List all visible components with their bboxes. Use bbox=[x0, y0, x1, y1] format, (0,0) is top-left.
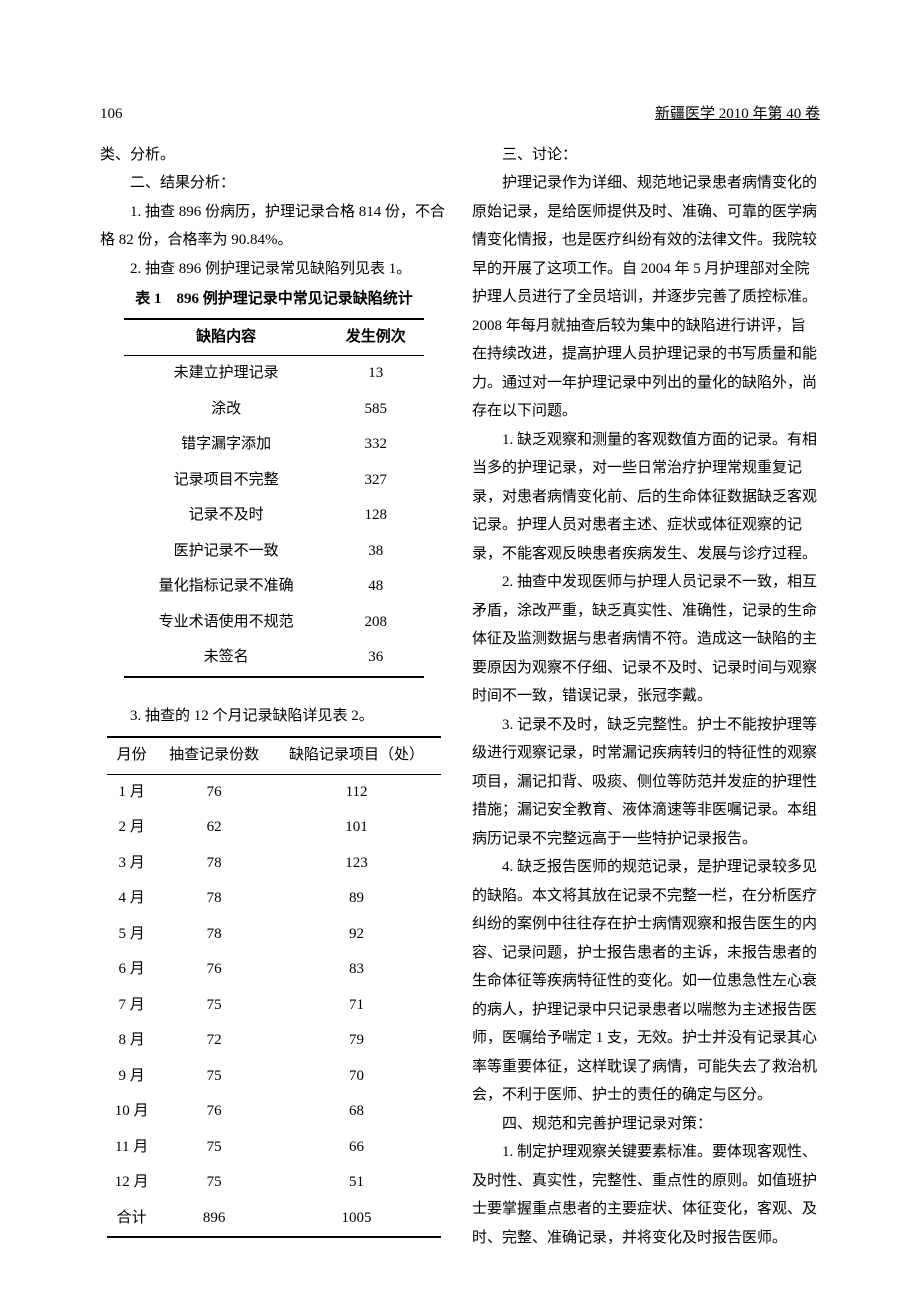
table-cell: 89 bbox=[272, 881, 441, 917]
table-cell: 未签名 bbox=[124, 640, 328, 677]
column-header: 月份 bbox=[107, 737, 156, 774]
table-cell: 76 bbox=[156, 1094, 272, 1130]
body-text: 三、讨论： bbox=[472, 141, 820, 170]
table-cell: 78 bbox=[156, 917, 272, 953]
table-cell: 128 bbox=[328, 498, 424, 534]
table-cell: 78 bbox=[156, 881, 272, 917]
column-header: 缺陷记录项目（处） bbox=[272, 737, 441, 774]
right-column: 三、讨论： 护理记录作为详细、规范地记录患者病情变化的原始记录，是给医师提供及时… bbox=[472, 141, 820, 1253]
table-cell: 量化指标记录不准确 bbox=[124, 569, 328, 605]
table-cell: 合计 bbox=[107, 1201, 156, 1238]
table-cell: 6 月 bbox=[107, 952, 156, 988]
table-cell: 75 bbox=[156, 988, 272, 1024]
table-cell: 92 bbox=[272, 917, 441, 953]
table-cell: 1005 bbox=[272, 1201, 441, 1238]
body-text: 类、分析。 bbox=[100, 141, 448, 170]
table-cell: 4 月 bbox=[107, 881, 156, 917]
body-text: 1. 缺乏观察和测量的客观数值方面的记录。有相当多的护理记录，对一些日常治疗护理… bbox=[472, 426, 820, 569]
table-cell: 76 bbox=[156, 952, 272, 988]
table-cell: 10 月 bbox=[107, 1094, 156, 1130]
table-cell: 5 月 bbox=[107, 917, 156, 953]
body-text: 1. 制定护理观察关键要素标准。要体现客观性、及时性、真实性，完整性、重点性的原… bbox=[472, 1138, 820, 1252]
table-cell: 896 bbox=[156, 1201, 272, 1238]
table-cell: 涂改 bbox=[124, 392, 328, 428]
body-text: 2. 抽查 896 例护理记录常见缺陷列见表 1。 bbox=[100, 255, 448, 284]
table-cell: 记录项目不完整 bbox=[124, 463, 328, 499]
body-text: 1. 抽查 896 份病历，护理记录合格 814 份，不合格 82 份，合格率为… bbox=[100, 198, 448, 255]
table-cell: 8 月 bbox=[107, 1023, 156, 1059]
table-cell: 79 bbox=[272, 1023, 441, 1059]
table-cell: 2 月 bbox=[107, 810, 156, 846]
table-cell: 123 bbox=[272, 846, 441, 882]
table-cell: 101 bbox=[272, 810, 441, 846]
table-cell: 专业术语使用不规范 bbox=[124, 605, 328, 641]
page-number: 106 bbox=[100, 100, 123, 129]
table-cell: 7 月 bbox=[107, 988, 156, 1024]
table-cell: 错字漏字添加 bbox=[124, 427, 328, 463]
body-text: 3. 抽查的 12 个月记录缺陷详见表 2。 bbox=[100, 702, 448, 731]
table-cell: 51 bbox=[272, 1165, 441, 1201]
defect-summary-table: 缺陷内容 发生例次 未建立护理记录13 涂改585 错字漏字添加332 记录项目… bbox=[124, 318, 423, 678]
body-text: 二、结果分析： bbox=[100, 169, 448, 198]
table-cell: 208 bbox=[328, 605, 424, 641]
table-cell: 9 月 bbox=[107, 1059, 156, 1095]
table-cell: 327 bbox=[328, 463, 424, 499]
table-cell: 1 月 bbox=[107, 774, 156, 810]
table-cell: 112 bbox=[272, 774, 441, 810]
monthly-defect-table: 月份 抽查记录份数 缺陷记录项目（处） 1 月76112 2 月62101 3 … bbox=[107, 736, 441, 1238]
table-cell: 未建立护理记录 bbox=[124, 356, 328, 392]
table-cell: 36 bbox=[328, 640, 424, 677]
table-cell: 585 bbox=[328, 392, 424, 428]
table-cell: 记录不及时 bbox=[124, 498, 328, 534]
table-cell: 医护记录不一致 bbox=[124, 534, 328, 570]
table-cell: 3 月 bbox=[107, 846, 156, 882]
table-cell: 76 bbox=[156, 774, 272, 810]
table-cell: 12 月 bbox=[107, 1165, 156, 1201]
left-column: 类、分析。 二、结果分析： 1. 抽查 896 份病历，护理记录合格 814 份… bbox=[100, 141, 448, 1253]
column-header: 缺陷内容 bbox=[124, 319, 328, 356]
body-text: 四、规范和完善护理记录对策： bbox=[472, 1110, 820, 1139]
table-cell: 75 bbox=[156, 1165, 272, 1201]
body-text: 3. 记录不及时，缺乏完整性。护士不能按护理等级进行观察记录，时常漏记疾病转归的… bbox=[472, 711, 820, 854]
table-cell: 75 bbox=[156, 1130, 272, 1166]
body-text: 护理记录作为详细、规范地记录患者病情变化的原始记录，是给医师提供及时、准确、可靠… bbox=[472, 169, 820, 426]
table-cell: 11 月 bbox=[107, 1130, 156, 1166]
table-cell: 71 bbox=[272, 988, 441, 1024]
two-column-layout: 类、分析。 二、结果分析： 1. 抽查 896 份病历，护理记录合格 814 份… bbox=[100, 141, 820, 1253]
table-cell: 13 bbox=[328, 356, 424, 392]
table-cell: 78 bbox=[156, 846, 272, 882]
table-cell: 70 bbox=[272, 1059, 441, 1095]
table-cell: 48 bbox=[328, 569, 424, 605]
column-header: 抽查记录份数 bbox=[156, 737, 272, 774]
table-cell: 75 bbox=[156, 1059, 272, 1095]
table-cell: 62 bbox=[156, 810, 272, 846]
table-cell: 332 bbox=[328, 427, 424, 463]
column-header: 发生例次 bbox=[328, 319, 424, 356]
table-cell: 66 bbox=[272, 1130, 441, 1166]
page-header: 106 新疆医学 2010 年第 40 卷 bbox=[100, 100, 820, 129]
table-cell: 72 bbox=[156, 1023, 272, 1059]
body-text: 4. 缺乏报告医师的规范记录，是护理记录较多见的缺陷。本文将其放在记录不完整一栏… bbox=[472, 853, 820, 1110]
table-cell: 38 bbox=[328, 534, 424, 570]
journal-title: 新疆医学 2010 年第 40 卷 bbox=[655, 100, 820, 129]
body-text: 2. 抽查中发现医师与护理人员记录不一致，相互矛盾，涂改严重，缺乏真实性、准确性… bbox=[472, 568, 820, 711]
table-caption: 表 1 896 例护理记录中常见记录缺陷统计 bbox=[100, 285, 448, 314]
table-cell: 68 bbox=[272, 1094, 441, 1130]
table-cell: 83 bbox=[272, 952, 441, 988]
